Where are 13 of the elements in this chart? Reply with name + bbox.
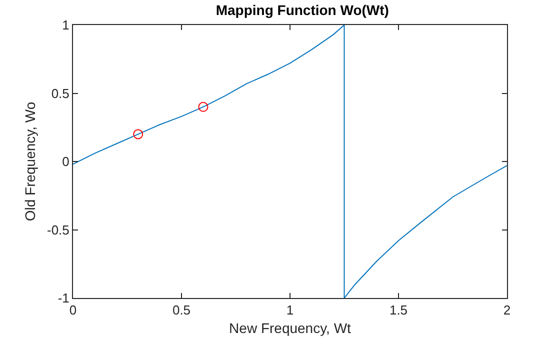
y-tick-label: 0 — [62, 154, 70, 170]
y-tick-label: 1 — [62, 18, 70, 33]
x-tick-label: 0.5 — [172, 302, 191, 318]
line-series — [73, 25, 507, 298]
chart-title: Mapping Function Wo(Wt) — [216, 2, 389, 18]
y-tick-label: -1 — [58, 290, 70, 306]
y-axis-title: Old Frequency, Wo — [22, 102, 38, 222]
x-tick-label: 1 — [286, 302, 294, 318]
x-tick-label: 2 — [503, 302, 511, 318]
x-tick-label: 1.5 — [389, 302, 408, 318]
y-tick-label: 0.5 — [51, 86, 70, 101]
y-tick-label: -0.5 — [46, 222, 70, 238]
x-axis-title: New Frequency, Wt — [229, 320, 352, 336]
